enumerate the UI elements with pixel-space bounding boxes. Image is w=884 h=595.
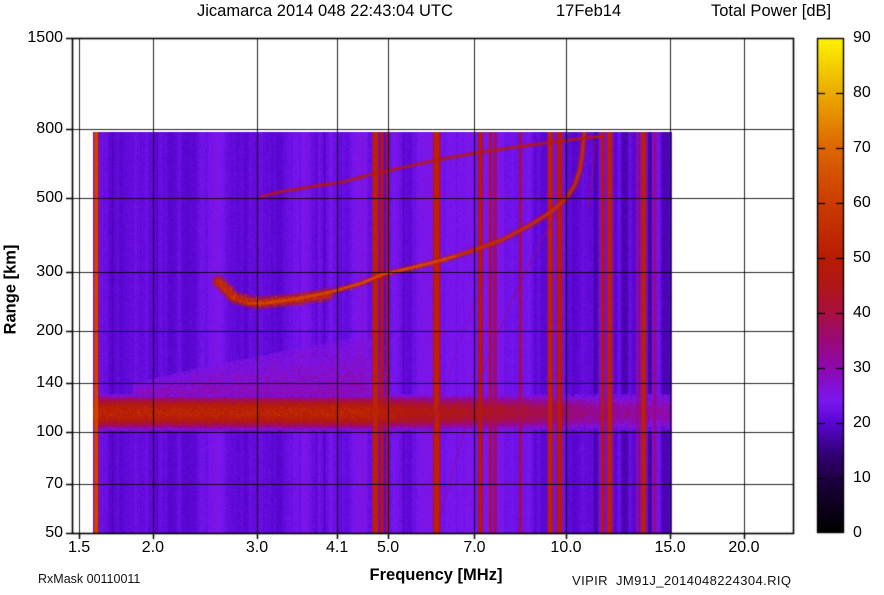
plot-date-label: 17Feb14 [556,2,622,20]
x-tick-label: 4.1 [326,539,349,556]
x-tick-label: 1.5 [67,539,91,556]
x-tick-label: 15.0 [654,539,686,556]
y-tick-label: 1500 [27,29,63,47]
colorbar-tick-label: 80 [853,84,871,101]
y-tick-label: 500 [36,188,63,206]
x-tick-label: 20.0 [728,539,760,556]
y-tick-label: 200 [36,322,63,340]
y-tick-label: 100 [36,423,63,441]
colorbar-tick-label: 70 [853,139,871,156]
colorbar-tick-label: 30 [853,359,871,376]
x-tick-label: 10.0 [550,539,582,556]
colorbar-tick-label: 90 [853,29,871,46]
colorbar-tick-label: 10 [853,469,871,486]
rxmask-label: RxMask 00110011 [38,572,141,586]
colorbar-tick-label: 60 [853,194,871,211]
y-tick-label: 300 [36,263,63,281]
y-tick-label: 800 [36,120,63,138]
data-file-label: VIPIR JM91J_2014048224304.RIQ [572,573,792,588]
x-tick-label: 5.0 [376,539,400,556]
colorbar-tick-label: 40 [853,304,871,321]
y-tick-label: 50 [45,524,63,541]
y-tick-label: 140 [36,374,63,392]
colorbar-title: Total Power [dB] [711,2,832,20]
x-axis-label: Frequency [MHz] [369,566,503,584]
y-tick-label: 70 [45,475,63,493]
x-tick-label: 7.0 [463,539,486,556]
x-tick-label: 2.0 [141,539,165,556]
colorbar-tick-label: 20 [853,414,871,431]
colorbar-tick-label: 0 [853,524,862,541]
colorbar-tick-label: 50 [853,249,871,266]
x-tick-label: 3.0 [245,539,269,556]
plot-title: Jicamarca 2014 048 22:43:04 UTC [197,2,453,20]
